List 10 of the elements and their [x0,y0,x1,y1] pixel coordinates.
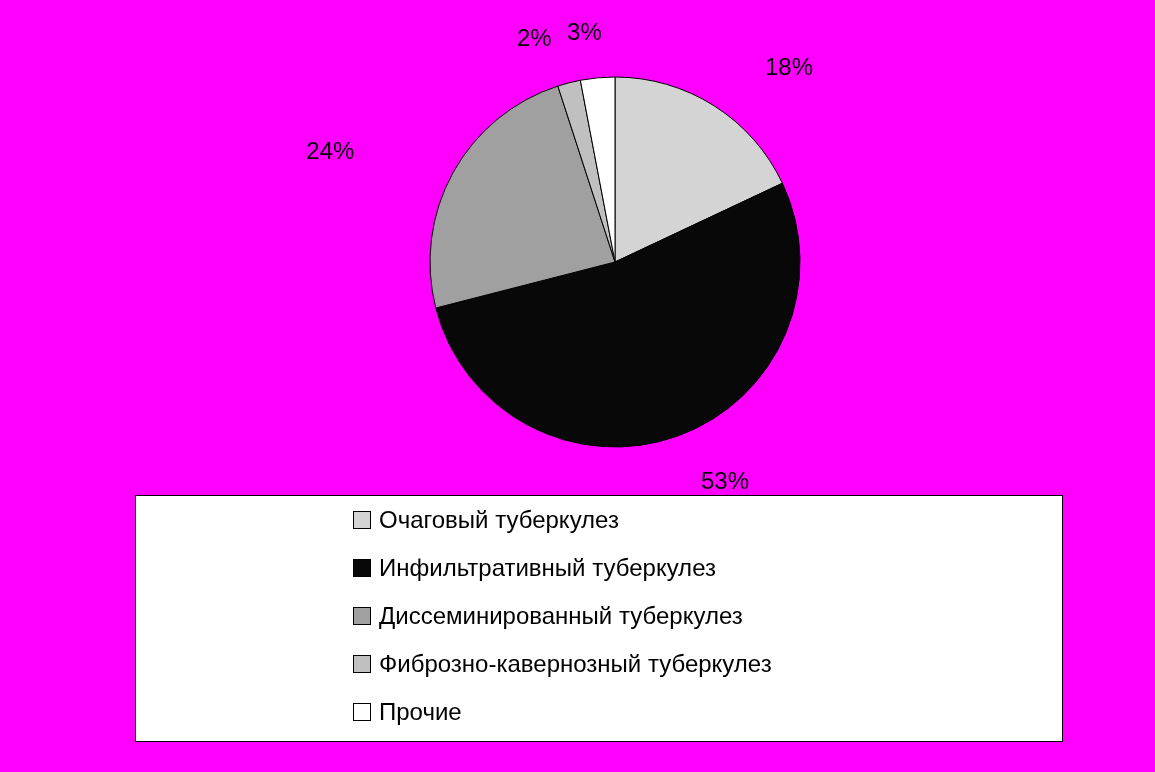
data-label: 2% [516,23,552,51]
legend-label: Прочие [379,698,462,726]
data-label: 24% [306,136,355,164]
data-label: 53% [701,466,750,494]
legend-label: Диссеминированный туберкулез [379,602,743,630]
data-label: 18% [765,52,814,80]
legend-label: Инфильтративный туберкулез [379,554,716,582]
legend-label: Фиброзно-кавернозный туберкулез [379,650,772,678]
data-label: 3% [567,17,602,45]
legend-label: Очаговый туберкулез [379,506,619,534]
